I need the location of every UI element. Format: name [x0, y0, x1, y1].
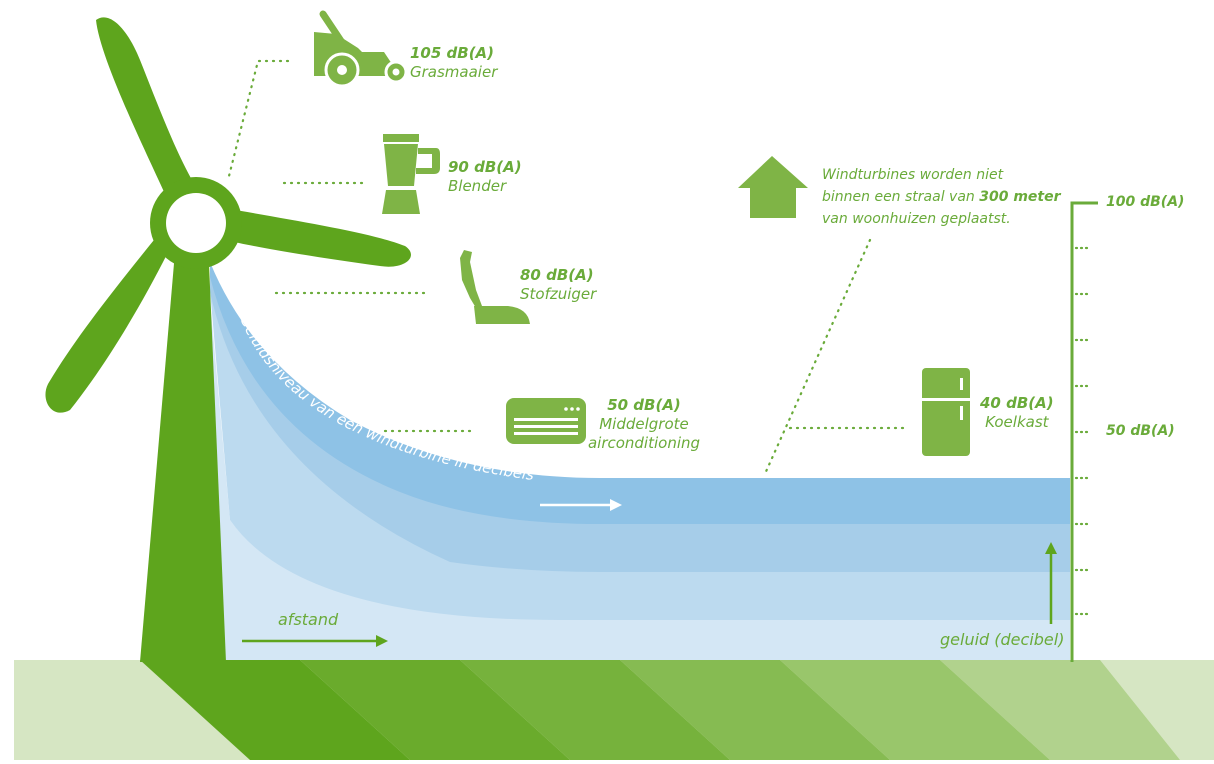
item-vacuum-value: 80 dB(A) — [520, 266, 594, 284]
lawnmower-icon — [314, 10, 408, 88]
sound-level-bands — [210, 262, 1070, 660]
turbine-hub — [166, 193, 226, 253]
item-airco: 50 dB(A) Middelgrote airconditioning — [586, 396, 702, 453]
sound-arrow — [1045, 542, 1057, 624]
item-airco-value: 50 dB(A) — [607, 396, 681, 414]
note-line-3: van woonhuizen geplaatst. — [822, 211, 1011, 227]
sound-band-4 — [210, 300, 1070, 660]
ground — [14, 660, 1214, 760]
item-lawnmower-name: Grasmaaier — [410, 63, 498, 81]
item-fridge-name: Koelkast — [985, 413, 1049, 431]
item-lawnmower: 105 dB(A) Grasmaaier — [410, 44, 497, 82]
sound-band-1 — [210, 262, 1070, 524]
house-icon — [738, 156, 808, 218]
decibel-scale — [1070, 201, 1098, 662]
curve-arrow — [540, 499, 622, 511]
item-blender-value: 90 dB(A) — [448, 158, 522, 176]
item-lawnmower-value: 105 dB(A) — [410, 44, 495, 62]
vacuum-cleaner-icon — [460, 250, 530, 324]
note-line-1: Windturbines worden niet — [822, 167, 1004, 183]
note-line-2-bold: 300 meter — [979, 189, 1061, 205]
leader-lines — [226, 59, 907, 478]
axis-y-label: geluid (decibel) — [940, 630, 1065, 649]
scale-mid-label: 50 dB(A) — [1106, 423, 1175, 439]
item-blender: 90 dB(A) Blender — [448, 158, 522, 196]
air-conditioner-icon — [506, 398, 586, 444]
item-blender-name: Blender — [448, 177, 507, 195]
turbine-blade-left — [45, 220, 175, 413]
item-vacuum-name: Stofzuiger — [520, 285, 597, 303]
item-vacuum: 80 dB(A) Stofzuiger — [520, 266, 596, 304]
note-line-2-pre: binnen een straal van — [822, 189, 980, 205]
turbine-blade-right — [225, 208, 411, 267]
scale-top-label: 100 dB(A) — [1106, 194, 1185, 210]
sound-band-3 — [210, 290, 1070, 620]
wind-turbine-icon — [45, 17, 411, 662]
item-fridge-value: 40 dB(A) — [980, 394, 1054, 412]
distance-arrow — [242, 635, 388, 647]
refrigerator-icon — [922, 368, 970, 456]
blender-icon — [382, 134, 440, 214]
item-fridge: 40 dB(A) Koelkast — [980, 394, 1054, 432]
turbine-tower — [140, 240, 226, 662]
item-airco-name: Middelgrote airconditioning — [587, 415, 701, 452]
axis-x-label: afstand — [278, 610, 339, 629]
turbine-blade-up — [96, 17, 205, 205]
distance-note: Windturbines worden niet binnen een stra… — [822, 164, 1062, 230]
sound-band-2 — [210, 275, 1070, 572]
